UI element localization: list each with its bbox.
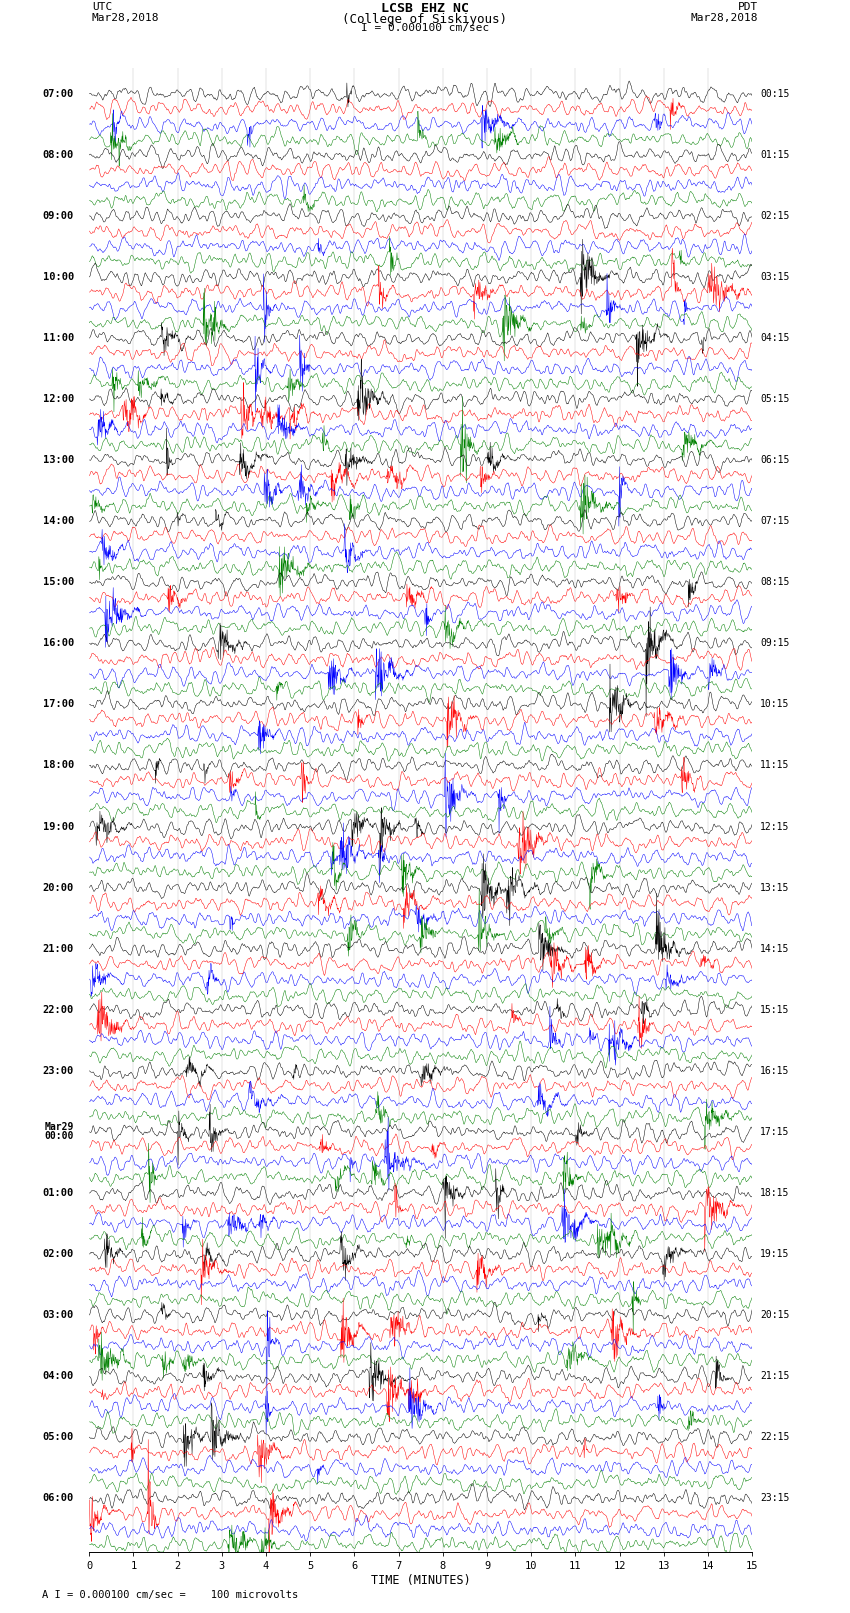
Text: 21:00: 21:00 bbox=[42, 944, 74, 953]
Text: 09:15: 09:15 bbox=[760, 639, 790, 648]
Text: 08:00: 08:00 bbox=[42, 150, 74, 160]
Text: 11:00: 11:00 bbox=[42, 332, 74, 344]
Text: Mar28,2018: Mar28,2018 bbox=[92, 13, 159, 23]
Text: 11:15: 11:15 bbox=[760, 760, 790, 771]
Text: 14:00: 14:00 bbox=[42, 516, 74, 526]
Text: A I = 0.000100 cm/sec =    100 microvolts: A I = 0.000100 cm/sec = 100 microvolts bbox=[42, 1590, 298, 1600]
Text: 21:15: 21:15 bbox=[760, 1371, 790, 1381]
Text: 16:15: 16:15 bbox=[760, 1066, 790, 1076]
Text: (College of Siskiyous): (College of Siskiyous) bbox=[343, 13, 507, 26]
Text: I = 0.000100 cm/sec: I = 0.000100 cm/sec bbox=[361, 24, 489, 34]
Text: 22:15: 22:15 bbox=[760, 1432, 790, 1442]
Text: 22:00: 22:00 bbox=[42, 1005, 74, 1015]
Text: 17:15: 17:15 bbox=[760, 1127, 790, 1137]
Text: 18:00: 18:00 bbox=[42, 760, 74, 771]
Text: 13:00: 13:00 bbox=[42, 455, 74, 465]
Text: 05:15: 05:15 bbox=[760, 394, 790, 403]
Text: 06:00: 06:00 bbox=[42, 1494, 74, 1503]
Text: 01:15: 01:15 bbox=[760, 150, 790, 160]
Text: 00:15: 00:15 bbox=[760, 89, 790, 98]
Text: 18:15: 18:15 bbox=[760, 1187, 790, 1198]
Text: 02:15: 02:15 bbox=[760, 211, 790, 221]
Text: 04:15: 04:15 bbox=[760, 332, 790, 344]
Text: 03:00: 03:00 bbox=[42, 1310, 74, 1319]
Text: 13:15: 13:15 bbox=[760, 882, 790, 892]
Text: 15:00: 15:00 bbox=[42, 577, 74, 587]
Text: UTC: UTC bbox=[92, 3, 112, 13]
Text: 05:00: 05:00 bbox=[42, 1432, 74, 1442]
Text: 03:15: 03:15 bbox=[760, 273, 790, 282]
Text: Mar29: Mar29 bbox=[44, 1123, 74, 1132]
Text: 16:00: 16:00 bbox=[42, 639, 74, 648]
Text: 07:15: 07:15 bbox=[760, 516, 790, 526]
X-axis label: TIME (MINUTES): TIME (MINUTES) bbox=[371, 1574, 471, 1587]
Text: 20:00: 20:00 bbox=[42, 882, 74, 892]
Text: 01:00: 01:00 bbox=[42, 1187, 74, 1198]
Text: 19:15: 19:15 bbox=[760, 1248, 790, 1260]
Text: 14:15: 14:15 bbox=[760, 944, 790, 953]
Text: 19:00: 19:00 bbox=[42, 821, 74, 832]
Text: 15:15: 15:15 bbox=[760, 1005, 790, 1015]
Text: 04:00: 04:00 bbox=[42, 1371, 74, 1381]
Text: 12:00: 12:00 bbox=[42, 394, 74, 403]
Text: 12:15: 12:15 bbox=[760, 821, 790, 832]
Text: 09:00: 09:00 bbox=[42, 211, 74, 221]
Text: 23:00: 23:00 bbox=[42, 1066, 74, 1076]
Text: 10:00: 10:00 bbox=[42, 273, 74, 282]
Text: 08:15: 08:15 bbox=[760, 577, 790, 587]
Text: PDT: PDT bbox=[738, 3, 758, 13]
Text: 07:00: 07:00 bbox=[42, 89, 74, 98]
Text: 10:15: 10:15 bbox=[760, 700, 790, 710]
Text: Mar28,2018: Mar28,2018 bbox=[691, 13, 758, 23]
Text: 17:00: 17:00 bbox=[42, 700, 74, 710]
Text: 20:15: 20:15 bbox=[760, 1310, 790, 1319]
Text: 02:00: 02:00 bbox=[42, 1248, 74, 1260]
Text: 06:15: 06:15 bbox=[760, 455, 790, 465]
Text: 23:15: 23:15 bbox=[760, 1494, 790, 1503]
Text: LCSB EHZ NC: LCSB EHZ NC bbox=[381, 3, 469, 16]
Text: 00:00: 00:00 bbox=[44, 1131, 74, 1142]
